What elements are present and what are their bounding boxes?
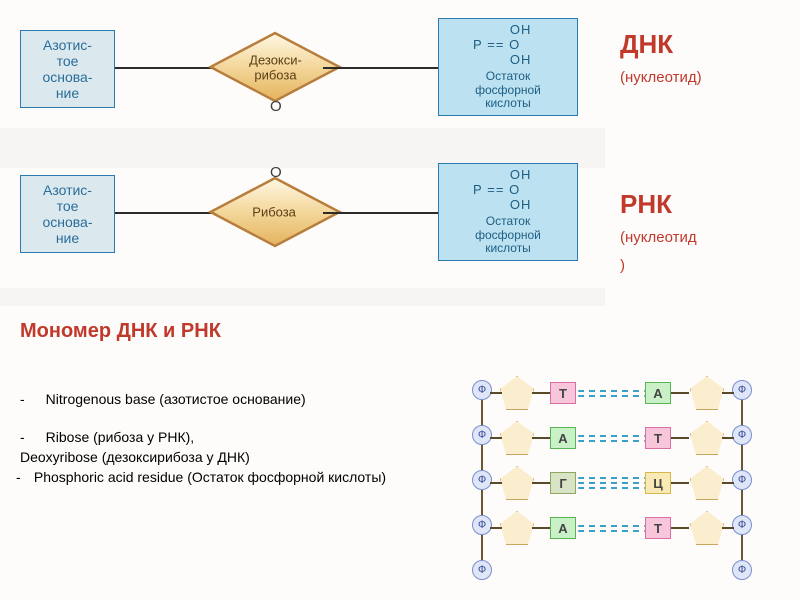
dna-side: ДНК (нуклеотид)	[620, 30, 702, 87]
sugar-pentagon	[690, 376, 724, 410]
bullet-0-text: Nitrogenous base (азотистое основание)	[46, 391, 306, 407]
rna-o: O	[270, 164, 282, 181]
sugar-pentagon	[500, 421, 534, 455]
phosphate-icon: Ф	[472, 560, 492, 580]
bond-line	[722, 527, 734, 529]
dna-acid-caption: Остатокфосфорнойкислоты	[475, 70, 541, 111]
pair-diagram: Ф Ф Т А Ф Ф А Т Ф Ф Г Ц Ф Ф А Т Ф Ф	[460, 370, 780, 590]
rna-bond-2	[323, 212, 438, 214]
bond-line	[490, 392, 502, 394]
bullet-2-text: Deoxyribose (дезоксирибоза у ДНК)	[20, 449, 250, 465]
rna-acid-caption: Остатокфосфорнойкислоты	[475, 215, 541, 256]
sugar-pentagon	[690, 511, 724, 545]
sugar-pentagon	[690, 421, 724, 455]
bond-line	[532, 437, 550, 439]
phosphate-icon: Ф	[732, 560, 752, 580]
bond-line	[671, 437, 689, 439]
hydrogen-bond	[578, 384, 645, 402]
nucleobase: А	[645, 382, 671, 404]
bond-line	[722, 392, 734, 394]
diagram-root: { "colors": { "red": "#c0392b", "blue_bo…	[0, 0, 800, 600]
dna-side-sub: (нуклеотид)	[620, 69, 702, 86]
phosphate-icon: Ф	[732, 380, 752, 400]
sugar-pentagon	[500, 511, 534, 545]
bullet-0: - Nitrogenous base (азотистое основание)	[20, 390, 306, 409]
bullet-1: - Ribose (рибоза у РНК),	[20, 428, 194, 447]
rna-base-label: Азотис-тоеоснова-ние	[42, 182, 92, 246]
dna-side-title: ДНК	[620, 29, 673, 59]
monomer-title: Мономер ДНК и РНК	[20, 320, 221, 343]
bond-line	[671, 527, 689, 529]
bond-line	[722, 482, 734, 484]
phosphate-icon: Ф	[472, 380, 492, 400]
dna-sugar-label: Дезокси-рибоза	[249, 52, 302, 82]
bond-line	[490, 527, 502, 529]
rna-side-sub: (нуклеотид)	[620, 229, 697, 275]
nucleobase: А	[550, 517, 576, 539]
sugar-pentagon	[690, 466, 724, 500]
nucleobase: А	[550, 427, 576, 449]
nucleobase: Т	[645, 427, 671, 449]
nucleobase: Т	[645, 517, 671, 539]
bond-line	[722, 437, 734, 439]
phosphate-icon: Ф	[732, 515, 752, 535]
hydrogen-bond	[578, 474, 645, 492]
rna-sugar-label: Рибоза	[253, 205, 297, 220]
nucleobase: Т	[550, 382, 576, 404]
bond-line	[490, 482, 502, 484]
phosphate-icon: Ф	[472, 515, 492, 535]
dna-o: O	[270, 98, 282, 115]
nucleobase: Г	[550, 472, 576, 494]
rna-acid-box: OHP == O OH Остатокфосфорнойкислоты	[438, 163, 578, 261]
nucleobase: Ц	[645, 472, 671, 494]
phosphate-icon: Ф	[472, 425, 492, 445]
bond-line	[671, 392, 689, 394]
bullet-2: Deoxyribose (дезоксирибоза у ДНК)	[20, 448, 250, 467]
rna-side: РНК (нуклеотид)	[620, 190, 697, 276]
bond-line	[671, 482, 689, 484]
bullet-3: - Phosphoric acid residue (Остаток фосфо…	[16, 468, 386, 487]
phosphate-icon: Ф	[732, 425, 752, 445]
dna-bond-2	[323, 67, 438, 69]
sugar-pentagon	[500, 466, 534, 500]
bullet-1-text: Ribose (рибоза у РНК),	[46, 429, 195, 445]
hydrogen-bond	[578, 519, 645, 537]
dna-acid-formula: OHP == O OH	[445, 23, 571, 68]
hydrogen-bond	[578, 429, 645, 447]
bond-line	[532, 527, 550, 529]
bond-line	[490, 437, 502, 439]
phosphate-icon: Ф	[732, 470, 752, 490]
bond-line	[532, 482, 550, 484]
bond-line	[532, 392, 550, 394]
bullet-3-text: Phosphoric acid residue (Остаток фосфорн…	[34, 469, 386, 485]
dna-base-box: Азотис-тоеоснова-ние	[20, 30, 115, 108]
dna-acid-box: OHP == O OH Остатокфосфорнойкислоты	[438, 18, 578, 116]
sugar-pentagon	[500, 376, 534, 410]
rna-acid-formula: OHP == O OH	[445, 168, 571, 213]
rna-side-title: РНК	[620, 189, 672, 219]
phosphate-icon: Ф	[472, 470, 492, 490]
dna-base-label: Азотис-тоеоснова-ние	[42, 37, 92, 101]
rna-base-box: Азотис-тоеоснова-ние	[20, 175, 115, 253]
